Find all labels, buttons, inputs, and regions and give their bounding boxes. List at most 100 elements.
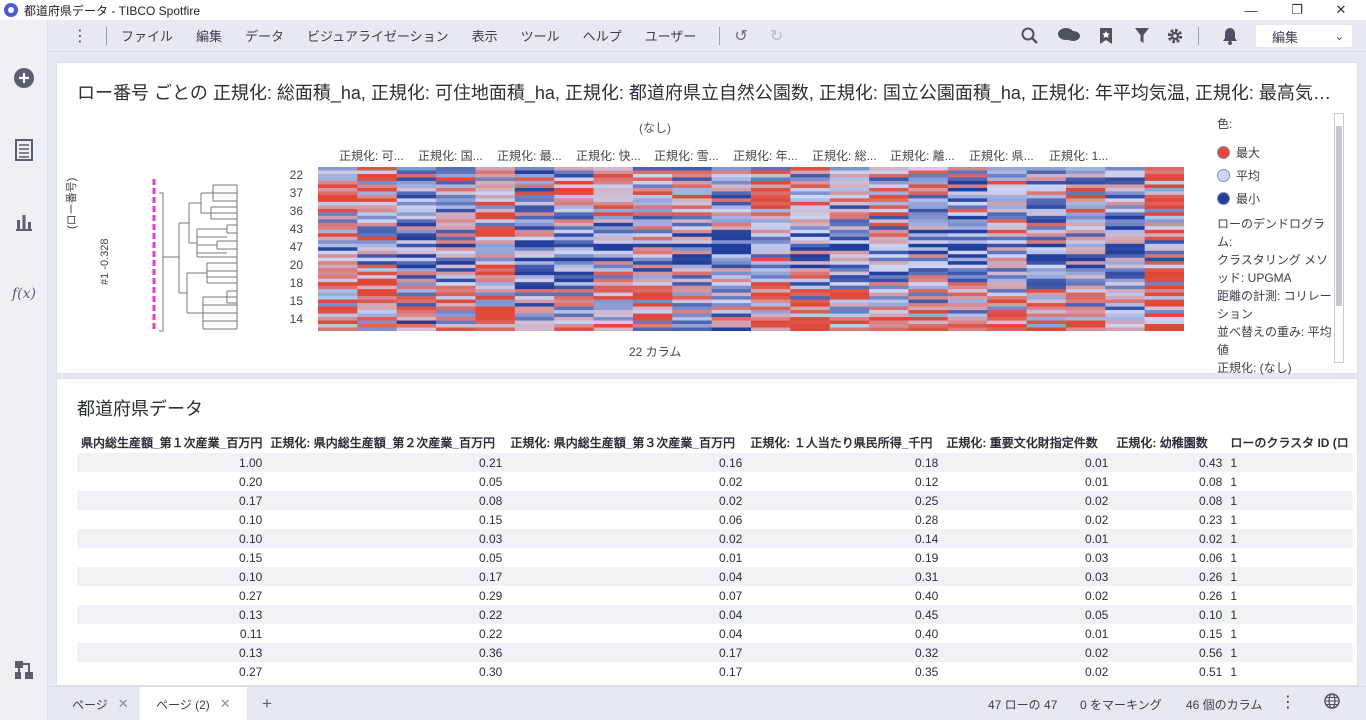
menu-tools[interactable]: ツール [520, 29, 560, 44]
filter-icon[interactable] [1132, 26, 1152, 46]
column-header[interactable]: 正規化: 総... [812, 149, 877, 163]
row-dendrogram[interactable] [77, 163, 247, 333]
globe-icon[interactable] [1324, 693, 1340, 712]
column-header[interactable]: 正規化: 国... [418, 149, 483, 163]
legend-scrollbar-thumb[interactable] [1336, 126, 1342, 306]
column-header[interactable]: 正規化: 最... [497, 149, 562, 163]
data-table-icon[interactable] [10, 136, 38, 164]
table-row[interactable]: 0.27 0.29 0.07 0.40 0.02 0.26 1 [77, 586, 1353, 605]
column-header[interactable]: ローのクラスタ ID (ロ [1230, 435, 1349, 450]
table-row[interactable]: 0.10 0.15 0.06 0.28 0.02 0.23 1 [77, 510, 1353, 529]
menu-visualization[interactable]: ビジュアライゼーション [307, 29, 449, 44]
marking-status[interactable]: 0 をマーキング [1080, 698, 1162, 712]
heatmap-cell [711, 299, 752, 304]
heatmap-cell [554, 289, 594, 294]
legend-scrollbar[interactable] [1334, 113, 1344, 363]
table-row[interactable]: 0.13 0.22 0.04 0.45 0.05 0.10 1 [77, 605, 1353, 624]
column-header[interactable]: 正規化: 重要文化財指定件数 [946, 435, 1098, 450]
notification-bell-icon[interactable] [1220, 26, 1240, 46]
menu-view[interactable]: 表示 [471, 29, 498, 44]
more-vertical-icon[interactable]: ⋮ [72, 27, 88, 45]
heatmap-cell [318, 219, 358, 224]
heatmap-cell [1026, 236, 1067, 241]
legend-clustering-method: クラスタリング メソッド: UPGMA [1217, 253, 1329, 285]
table-row[interactable]: 0.17 0.08 0.02 0.25 0.02 0.08 1 [77, 491, 1353, 510]
add-page-button[interactable]: + [262, 694, 272, 713]
bookmark-icon[interactable] [1096, 26, 1116, 46]
column-header[interactable]: 正規化: 快... [576, 149, 641, 163]
heatmap-cell [554, 177, 594, 182]
data-table-visualization[interactable]: 都道府県データ 県内総生産額_第１次産業_百万円 正規化: 県内総生産額_第２次… [56, 378, 1358, 686]
heatmap-cell [908, 268, 949, 273]
redo-icon[interactable]: ↻ [769, 27, 784, 45]
heatmap-cell [318, 303, 358, 307]
heatmap-cell [396, 317, 437, 321]
column-header[interactable]: 県内総生産額_第１次産業_百万円 [81, 435, 263, 450]
hierarchy-icon[interactable] [10, 656, 38, 684]
page-tab-bar: ページ ✕ ページ (2) ✕ + 47 ローの 47 0 をマーキング 46 … [48, 686, 1366, 720]
table-row[interactable]: 0.10 0.17 0.04 0.31 0.03 0.26 1 [77, 567, 1353, 586]
visualization-icon[interactable] [10, 208, 38, 236]
table-row[interactable]: 0.20 0.05 0.02 0.12 0.01 0.08 1 [77, 472, 1353, 491]
heatmap-cell [1144, 187, 1184, 192]
table-row[interactable]: 0.15 0.05 0.01 0.19 0.03 0.06 1 [77, 548, 1353, 567]
heatmap-grid[interactable] [318, 167, 1184, 331]
add-icon[interactable] [10, 64, 38, 92]
heatmap-cell [672, 194, 713, 199]
column-header[interactable]: 正規化: 年... [733, 149, 798, 163]
menu-data[interactable]: データ [245, 29, 285, 44]
page-tab-1[interactable]: ページ ✕ [56, 687, 145, 720]
maximize-button[interactable]: ❐ [1291, 2, 1303, 17]
menu-help[interactable]: ヘルプ [582, 29, 622, 44]
heatmap-cell [869, 324, 909, 328]
menu-file[interactable]: ファイル [121, 29, 174, 44]
page-tab-2[interactable]: ページ (2) ✕ [140, 687, 247, 720]
table-cell: 0.06 [719, 512, 743, 527]
heatmap-cell [1065, 201, 1106, 206]
column-header[interactable]: 正規化: 県... [969, 149, 1034, 163]
collaboration-icon[interactable] [1056, 26, 1082, 46]
more-vertical-icon[interactable]: ⋮ [1280, 694, 1296, 711]
heatmap-cell [632, 271, 673, 276]
menu-user[interactable]: ユーザー [644, 29, 697, 44]
heatmap-cell [869, 250, 909, 255]
color-legend[interactable]: 色: 最大 平均 最小 ローのデンドログラム: クラスタリング メソッド: UP… [1217, 115, 1337, 377]
search-icon[interactable] [1020, 26, 1040, 46]
heatmap-cell [514, 170, 555, 175]
heatmap-cell [593, 278, 634, 283]
column-header[interactable]: 正規化: 離... [890, 149, 955, 163]
table-row[interactable]: 0.11 0.22 0.04 0.40 0.01 0.15 1 [77, 624, 1353, 643]
gear-icon[interactable] [1165, 26, 1185, 46]
column-header[interactable]: 正規化: 可... [339, 149, 404, 163]
close-icon[interactable]: ✕ [219, 696, 231, 711]
table-cell: 0.02 [719, 474, 743, 489]
column-header[interactable]: 正規化: 幼稚園数 [1116, 435, 1208, 450]
column-header[interactable]: 正規化: １人当たり県民所得_千円 [750, 435, 933, 450]
table-row[interactable]: 1.00 0.21 0.16 0.18 0.01 0.43 1 [77, 453, 1353, 472]
heatmap-cell [1144, 194, 1184, 199]
column-header[interactable]: 正規化: 1... [1049, 149, 1109, 163]
close-window-button[interactable]: ✕ [1335, 2, 1347, 17]
data-table[interactable]: 県内総生産額_第１次産業_百万円 正規化: 県内総生産額_第２次産業_百万円 正… [77, 431, 1353, 681]
heatmap-cell [632, 303, 673, 307]
heatmap-visualization[interactable]: ロー番号 ごとの 正規化: 総面積_ha, 正規化: 可住地面積_ha, 正規化… [56, 62, 1358, 377]
mode-select[interactable]: 編集 ⌄ [1256, 25, 1352, 47]
menu-edit[interactable]: 編集 [196, 29, 223, 44]
table-row[interactable]: 0.27 0.30 0.17 0.35 0.02 0.51 1 [77, 662, 1353, 681]
table-row[interactable]: 0.10 0.03 0.02 0.14 0.01 0.02 1 [77, 529, 1353, 548]
heatmap-cell [672, 167, 713, 171]
undo-icon[interactable]: ↺ [734, 27, 748, 45]
column-header[interactable]: 正規化: 県内総生産額_第３次産業_百万円 [510, 435, 736, 450]
heatmap-cell [711, 250, 752, 255]
heatmap-cell [475, 275, 516, 280]
heatmap-cell [436, 285, 476, 290]
function-icon[interactable]: f(x) [11, 286, 36, 302]
heatmap-cell [790, 236, 831, 241]
close-icon[interactable]: ✕ [117, 696, 129, 711]
column-header[interactable]: 正規化: 県内総生産額_第２次産業_百万円 [270, 435, 496, 450]
column-header[interactable]: 正規化: 雪... [654, 149, 719, 163]
minimize-button[interactable]: — [1244, 2, 1258, 18]
heatmap-cell [554, 296, 594, 300]
heatmap-cell [475, 317, 516, 321]
table-row[interactable]: 0.13 0.36 0.17 0.32 0.02 0.56 1 [77, 643, 1353, 662]
